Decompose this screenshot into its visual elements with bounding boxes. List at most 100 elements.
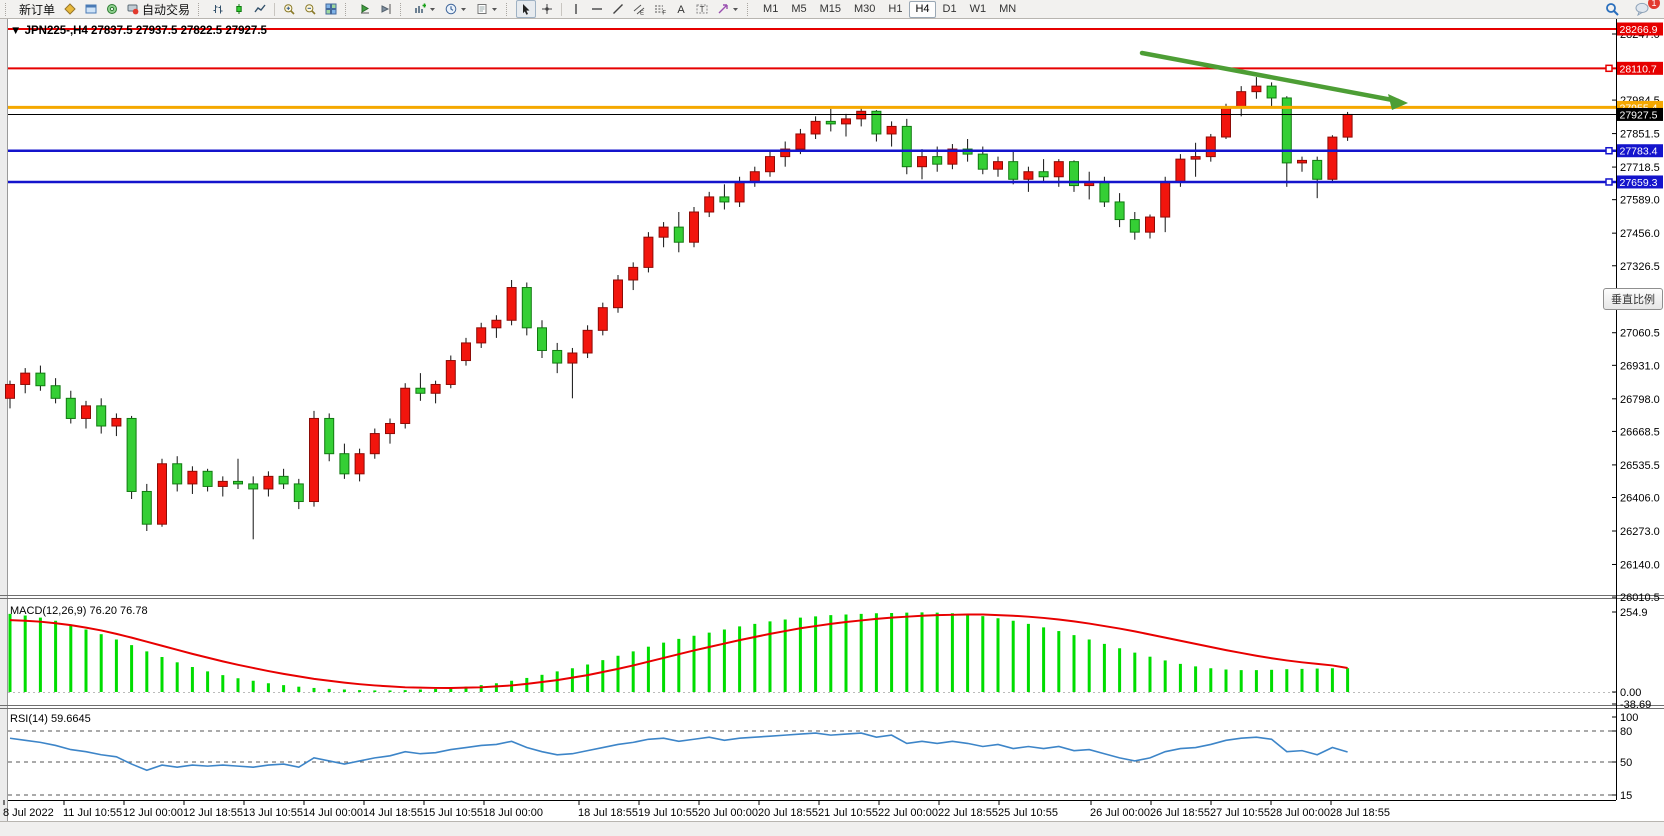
signals-icon[interactable]	[102, 0, 122, 18]
candle-down	[537, 327, 547, 351]
candle-up	[476, 327, 487, 344]
chart-shift-icon[interactable]	[376, 0, 396, 18]
candle-down	[141, 490, 152, 525]
timeframe-M1[interactable]: M1	[763, 3, 779, 15]
timeframe-M30[interactable]: M30	[854, 3, 876, 15]
price-badge-label: 28266.9	[1620, 24, 1658, 36]
line-handle[interactable]	[1605, 64, 1613, 73]
bar-chart-icon[interactable]	[208, 0, 228, 18]
periods-icon[interactable]	[441, 0, 471, 18]
price-line-badge	[1617, 22, 1663, 36]
price-badge-bg	[1617, 175, 1663, 189]
candle-up	[1251, 85, 1262, 93]
new-chart-window-icon[interactable]	[81, 0, 101, 18]
line-chart-icon[interactable]	[250, 0, 270, 18]
time-label: 28 Jul 18:55	[1330, 807, 1390, 819]
tile-windows-icon[interactable]	[321, 0, 341, 18]
price-badge-label: 27927.5	[1620, 109, 1658, 121]
toolbar-separator	[274, 2, 276, 16]
timeframe-H1[interactable]: H1	[888, 3, 903, 15]
candle-up	[491, 319, 502, 329]
time-label: 14 Jul 00:00	[303, 807, 363, 819]
zoom-out-icon[interactable]	[300, 0, 320, 18]
candle-down	[126, 417, 137, 492]
chat-icon[interactable]: 1	[1631, 0, 1660, 18]
candle-up	[1236, 91, 1247, 109]
cursor-icon[interactable]	[516, 0, 537, 18]
text-icon[interactable]: A	[671, 0, 691, 18]
trend-arrow-shaft[interactable]	[1139, 50, 1401, 104]
candle-down	[521, 287, 532, 329]
candlestick-chart-icon[interactable]	[229, 0, 249, 18]
search-icon[interactable]	[1601, 0, 1623, 18]
templates-icon[interactable]	[472, 0, 502, 18]
timeframe-H4[interactable]: H4	[909, 0, 936, 18]
new-order-button-label: 新订单	[19, 2, 56, 17]
toolbar-grip[interactable]	[506, 2, 512, 16]
candle-up	[5, 383, 15, 399]
timeframe-D1[interactable]: D1	[942, 3, 957, 15]
time-label: 11 Jul 10:55	[63, 807, 122, 819]
svg-text:T: T	[700, 5, 705, 14]
candle-up	[582, 329, 593, 354]
fibonacci-icon[interactable]: F	[650, 0, 670, 18]
candle-up	[993, 161, 1003, 170]
auto-scroll-icon[interactable]	[355, 0, 375, 18]
time-label: 8 Jul 2022	[3, 807, 54, 819]
candle-up	[917, 156, 927, 168]
macd-signal-line	[9, 613, 1348, 689]
macd-panel	[8, 611, 1616, 705]
candle-down	[248, 483, 259, 490]
trendline-icon[interactable]	[608, 0, 628, 18]
trend-arrow-head[interactable]	[1388, 94, 1408, 110]
vertical-line-icon[interactable]	[566, 0, 586, 18]
candle-down	[1312, 159, 1323, 180]
rsi-panel	[8, 716, 1616, 796]
candle-up	[1190, 156, 1201, 160]
price-tick-label: 27718.5	[1620, 162, 1660, 174]
crosshair-icon[interactable]	[537, 0, 557, 18]
svg-text:E: E	[640, 11, 644, 16]
depth-of-market-icon[interactable]	[60, 0, 80, 18]
candle-down	[96, 405, 107, 427]
price-tick-label: 27326.5	[1620, 261, 1660, 273]
candle-up	[157, 463, 167, 525]
time-label: 22 Jul 00:00	[878, 807, 938, 819]
toolbar-grip[interactable]	[345, 2, 351, 16]
text-label-icon[interactable]: T	[692, 0, 712, 18]
auto-trading-button[interactable]: 自动交易	[123, 0, 194, 18]
candle-down	[1114, 201, 1125, 221]
indicators-icon[interactable]	[410, 0, 440, 18]
timeframe-MN[interactable]: MN	[999, 3, 1017, 15]
price-tick-label: 26668.5	[1620, 426, 1660, 438]
price-badge-label: 27783.4	[1620, 146, 1658, 158]
timeframe-M15[interactable]: M15	[819, 3, 841, 15]
candle-down	[65, 397, 76, 419]
line-handle[interactable]	[1605, 178, 1613, 186]
time-label: 13 Jul 10:55	[243, 807, 303, 819]
timeframe-M5[interactable]: M5	[791, 3, 807, 15]
candle-up	[263, 475, 274, 490]
arrows-objects-icon[interactable]	[713, 0, 743, 18]
zoom-in-icon[interactable]	[279, 0, 299, 18]
equidistant-channel-icon[interactable]: E	[629, 0, 649, 18]
price-tick-label: 26931.0	[1620, 360, 1660, 372]
time-label: 27 Jul 10:55	[1210, 807, 1270, 819]
horizontal-line-icon[interactable]	[587, 0, 607, 18]
toolbar-grip[interactable]	[198, 2, 204, 16]
candle-down	[825, 120, 836, 125]
price-tick-label: 27589.0	[1620, 195, 1660, 207]
timeframe-W1[interactable]: W1	[969, 3, 987, 15]
toolbar-grip[interactable]	[747, 2, 753, 16]
line-handle[interactable]	[1605, 146, 1613, 155]
candle-up	[795, 133, 806, 150]
candle-down	[932, 156, 943, 165]
candle-down	[293, 483, 304, 503]
new-order-button[interactable]: 新订单	[15, 0, 59, 18]
candle-up	[856, 110, 867, 120]
candle-down	[415, 387, 426, 394]
toolbar-grip[interactable]	[5, 2, 11, 16]
candle-up	[749, 171, 760, 183]
trend-arrow[interactable]	[1139, 50, 1408, 110]
toolbar-grip[interactable]	[400, 2, 406, 16]
